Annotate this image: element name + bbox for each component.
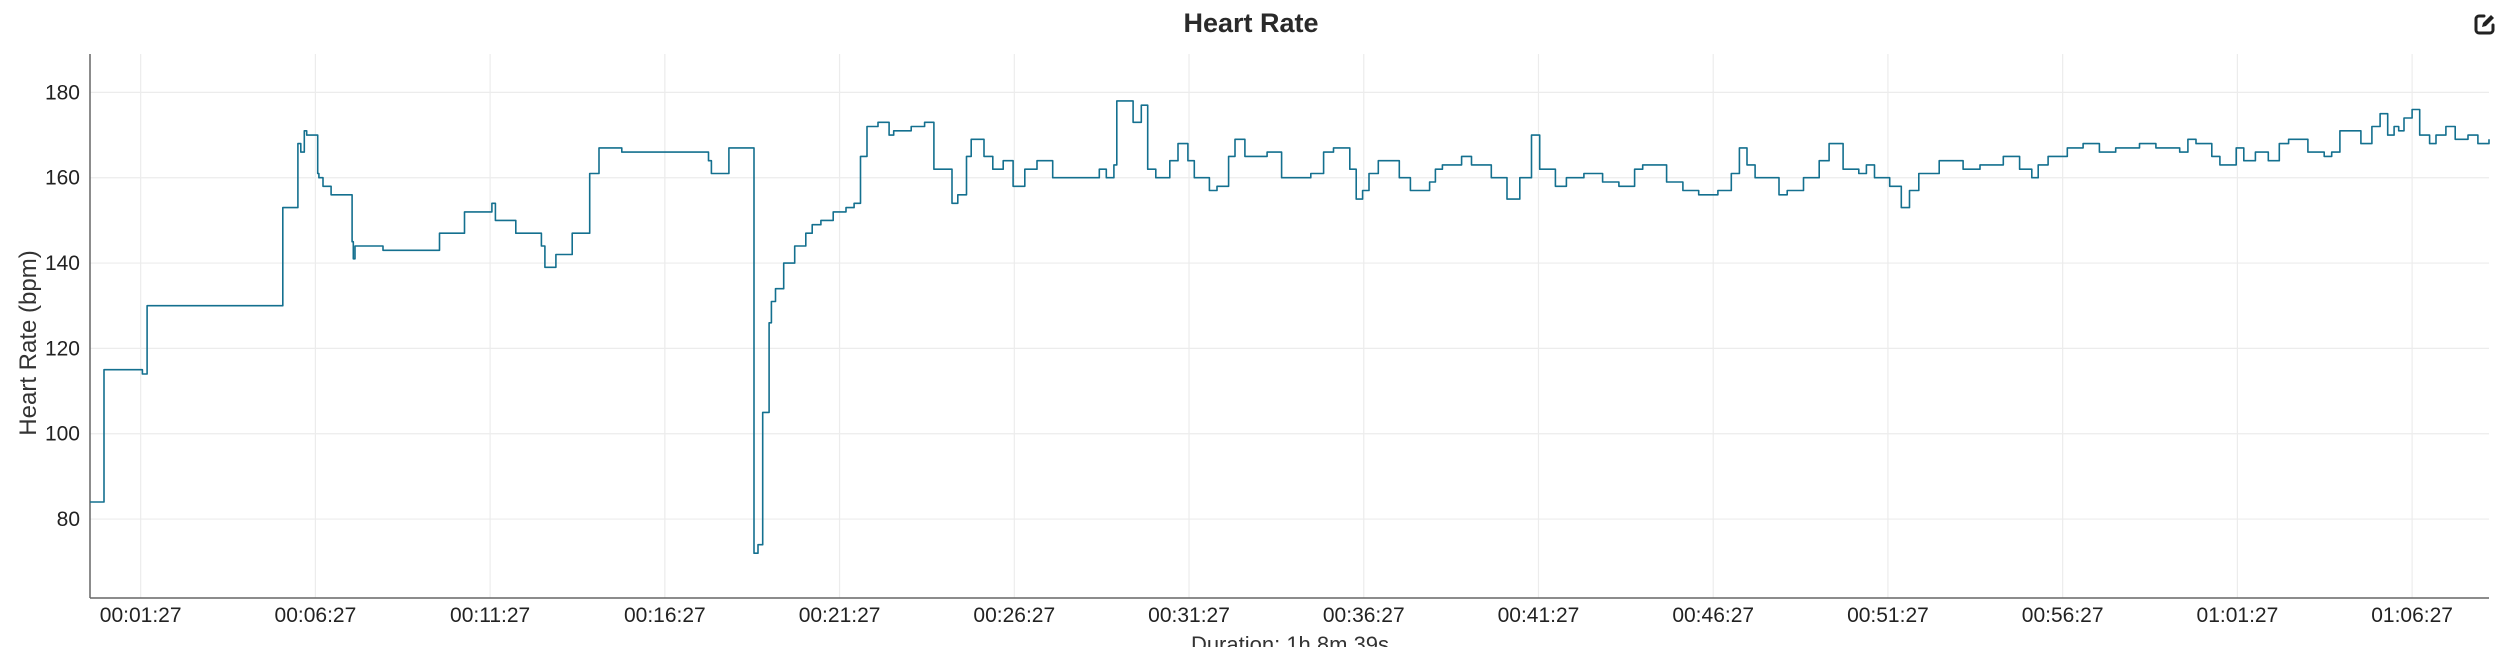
chart-title: Heart Rate <box>1183 8 1319 38</box>
x-tick-label: 00:01:27 <box>100 604 182 627</box>
x-tick-labels: 00:01:27 00:06:27 00:11:27 00:16:27 00:21:27… <box>100 604 2453 627</box>
heart-rate-line <box>90 100 2490 554</box>
y-tick-label: 80 <box>57 508 80 531</box>
x-tick-label: 00:36:27 <box>1323 604 1405 627</box>
x-tick-label: 00:26:27 <box>973 604 1055 627</box>
x-tick-label: 00:56:27 <box>2022 604 2104 627</box>
y-tick-label: 160 <box>45 167 80 190</box>
y-tick-label: 100 <box>45 423 80 446</box>
x-tick-label: 00:16:27 <box>624 604 706 627</box>
x-tick-label: 00:31:27 <box>1148 604 1230 627</box>
x-tick-label: 00:41:27 <box>1498 604 1580 627</box>
x-tick-label: 00:21:27 <box>799 604 881 627</box>
edit-icon <box>2474 14 2495 35</box>
y-tick-labels: 80 100 120 140 160 180 <box>45 81 80 531</box>
x-tick-label: 00:06:27 <box>275 604 357 627</box>
y-axis-title: Heart Rate (bpm) <box>15 250 42 435</box>
grid <box>90 54 2489 598</box>
x-tick-label: 00:46:27 <box>1672 604 1754 627</box>
x-tick-label: 00:51:27 <box>1847 604 1929 627</box>
x-axis-title: Duration: 1h 8m 39s <box>1191 632 1389 647</box>
y-tick-label: 120 <box>45 337 80 360</box>
x-tick-label: 01:06:27 <box>2371 604 2453 627</box>
y-tick-label: 180 <box>45 81 80 104</box>
x-tick-label: 01:01:27 <box>2197 604 2279 627</box>
axes <box>89 54 2489 599</box>
x-tick-label: 00:11:27 <box>450 604 530 627</box>
y-tick-label: 140 <box>45 252 80 275</box>
edit-button[interactable] <box>2473 12 2497 36</box>
